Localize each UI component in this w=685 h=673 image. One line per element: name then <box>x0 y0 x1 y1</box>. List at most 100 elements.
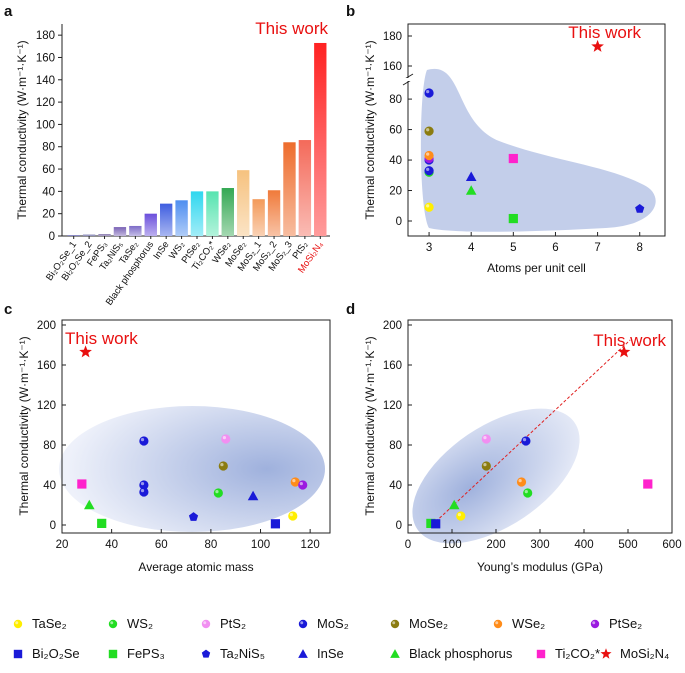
y-tick-label: 80 <box>389 440 402 452</box>
legend-item-pts2: PtS₂ <box>200 616 246 631</box>
point-mosi2n4 <box>79 345 92 358</box>
legend-label: PtS₂ <box>220 616 246 631</box>
legend-label: MoS₂ <box>317 616 349 631</box>
this-work-label: This work <box>568 23 641 42</box>
point-black-phosphorus <box>84 499 95 510</box>
y-tick-label: 160 <box>37 360 56 372</box>
x-tick-label: 500 <box>618 539 637 551</box>
point-tase2 <box>424 202 434 212</box>
point-tase2 <box>288 511 298 521</box>
x-tick-label: 40 <box>105 539 118 551</box>
trend-line <box>431 339 631 526</box>
y-tick-label: 160 <box>383 61 402 73</box>
y-tick-label: 80 <box>42 142 55 154</box>
y-tick-label: 80 <box>43 440 56 452</box>
legend-label: Ti₂CO₂* <box>555 646 600 661</box>
point-black-phosphorus <box>465 185 477 195</box>
legend-item-ws2: WS₂ <box>107 616 153 631</box>
y-axis-label: Thermal conductivity (W·m⁻¹·K⁻¹) <box>363 336 377 515</box>
legend-item-feps3: FePS₃ <box>107 646 165 661</box>
point-feps3 <box>97 518 107 528</box>
shaded-region <box>59 406 325 532</box>
legend-label: Ta₂NiS₅ <box>220 646 265 661</box>
point-mos2 <box>424 166 434 176</box>
point-mos2 <box>139 436 149 446</box>
point-bi2o2se <box>431 519 441 529</box>
legend-label: MoSi₂N₄ <box>620 646 670 661</box>
x-tick-label: 8 <box>637 242 643 254</box>
point-mose2 <box>218 461 228 471</box>
plot-frame <box>61 319 331 534</box>
y-tick-label: 180 <box>36 30 55 42</box>
legend-item-mose2: MoSe₂ <box>389 616 448 631</box>
legend-label: WS₂ <box>127 616 153 631</box>
circle-marker-icon <box>13 619 23 628</box>
y-tick-label: 60 <box>389 125 402 137</box>
point-pts2 <box>481 434 491 444</box>
star-marker-icon <box>600 647 612 659</box>
panel-b: b 0 20 40 60 80 160 180 3 4 5 6 7 8 Atoms per unit cel… <box>346 3 666 275</box>
point-feps3 <box>508 213 518 224</box>
x-tick-label: 300 <box>530 539 549 551</box>
point-mosi2n4 <box>617 345 631 358</box>
y-axis-label: Thermal conductivity (W·m⁻¹·K⁻¹) <box>17 336 31 515</box>
square-marker-icon <box>536 649 546 658</box>
x-tick-label: 0 <box>405 539 411 551</box>
panel-letter: c <box>4 301 12 318</box>
legend-item-tase2: TaSe₂ <box>12 616 67 631</box>
shaded-region <box>412 408 580 544</box>
legend-label: TaSe₂ <box>32 616 67 631</box>
y-tick-label: 0 <box>50 520 56 532</box>
x-tick-label: 200 <box>486 539 505 551</box>
point-ti2co2 <box>643 479 653 489</box>
legend-item-inse: InSe <box>297 646 344 661</box>
x-tick-label: 3 <box>426 242 432 254</box>
point-black-phosphorus <box>448 499 460 510</box>
circle-marker-icon <box>590 619 600 628</box>
y-tick-label: 160 <box>36 52 55 64</box>
legend-label: PtSe₂ <box>609 616 643 631</box>
y-tick-label: 180 <box>383 31 402 43</box>
y-tick-label: 120 <box>383 400 402 412</box>
point-ta2nis5 <box>188 512 199 521</box>
y-axis-label: Thermal conductivity (W·m⁻¹·K⁻¹) <box>363 40 377 219</box>
y-tick-label: 40 <box>389 480 402 492</box>
x-tick-label: 120 <box>301 539 320 551</box>
x-axis-label: Young’s modulus (GPa) <box>477 560 603 574</box>
x-tick-label: 100 <box>251 539 270 551</box>
triangle-marker-icon <box>390 648 400 658</box>
legend-item-ti2co2: Ti₂CO₂* <box>535 646 600 661</box>
point-mose2 <box>424 126 434 136</box>
point-mos2 <box>424 88 434 98</box>
x-tick-label: 5 <box>510 242 516 254</box>
panel-a: a 0 20 40 60 80 100 120 140 160 180 Thermal conduct… <box>4 3 330 308</box>
y-tick-label: 40 <box>43 480 56 492</box>
x-tick-label: 400 <box>574 539 593 551</box>
point-bi2o2se <box>270 519 281 529</box>
y-tick-label: 100 <box>36 119 55 131</box>
triangle-marker-icon <box>298 648 308 658</box>
legend-item-wse2: WSe₂ <box>492 616 545 631</box>
legend-item-ta2nis5: Ta₂NiS₅ <box>200 646 265 661</box>
circle-marker-icon <box>493 619 503 628</box>
y-axis-label: Thermal conductivity (W·m⁻¹·K⁻¹) <box>15 40 29 219</box>
legend-item-mos2: MoS₂ <box>297 616 349 631</box>
legend-item-mosi2n4: MoSi₂N₄ <box>600 646 669 661</box>
shaded-region <box>420 68 656 232</box>
square-marker-icon <box>108 649 118 658</box>
this-work-label: This work <box>593 331 666 350</box>
point-ptse2 <box>298 480 308 490</box>
legend-label: InSe <box>317 646 344 661</box>
x-tick-label: 20 <box>56 539 69 551</box>
x-tick-label: 600 <box>662 539 681 551</box>
point-mos2 <box>139 487 149 497</box>
point-inse <box>465 171 477 182</box>
circle-marker-icon <box>390 619 400 628</box>
x-tick-label: InSe <box>151 239 171 261</box>
panel-letter: b <box>346 3 355 20</box>
y-tick-label: 200 <box>37 320 56 332</box>
point-tase2 <box>456 511 466 521</box>
point-ws2 <box>523 488 533 498</box>
legend-label: Black phosphorus <box>409 646 513 661</box>
y-tick-label: 40 <box>42 186 55 198</box>
